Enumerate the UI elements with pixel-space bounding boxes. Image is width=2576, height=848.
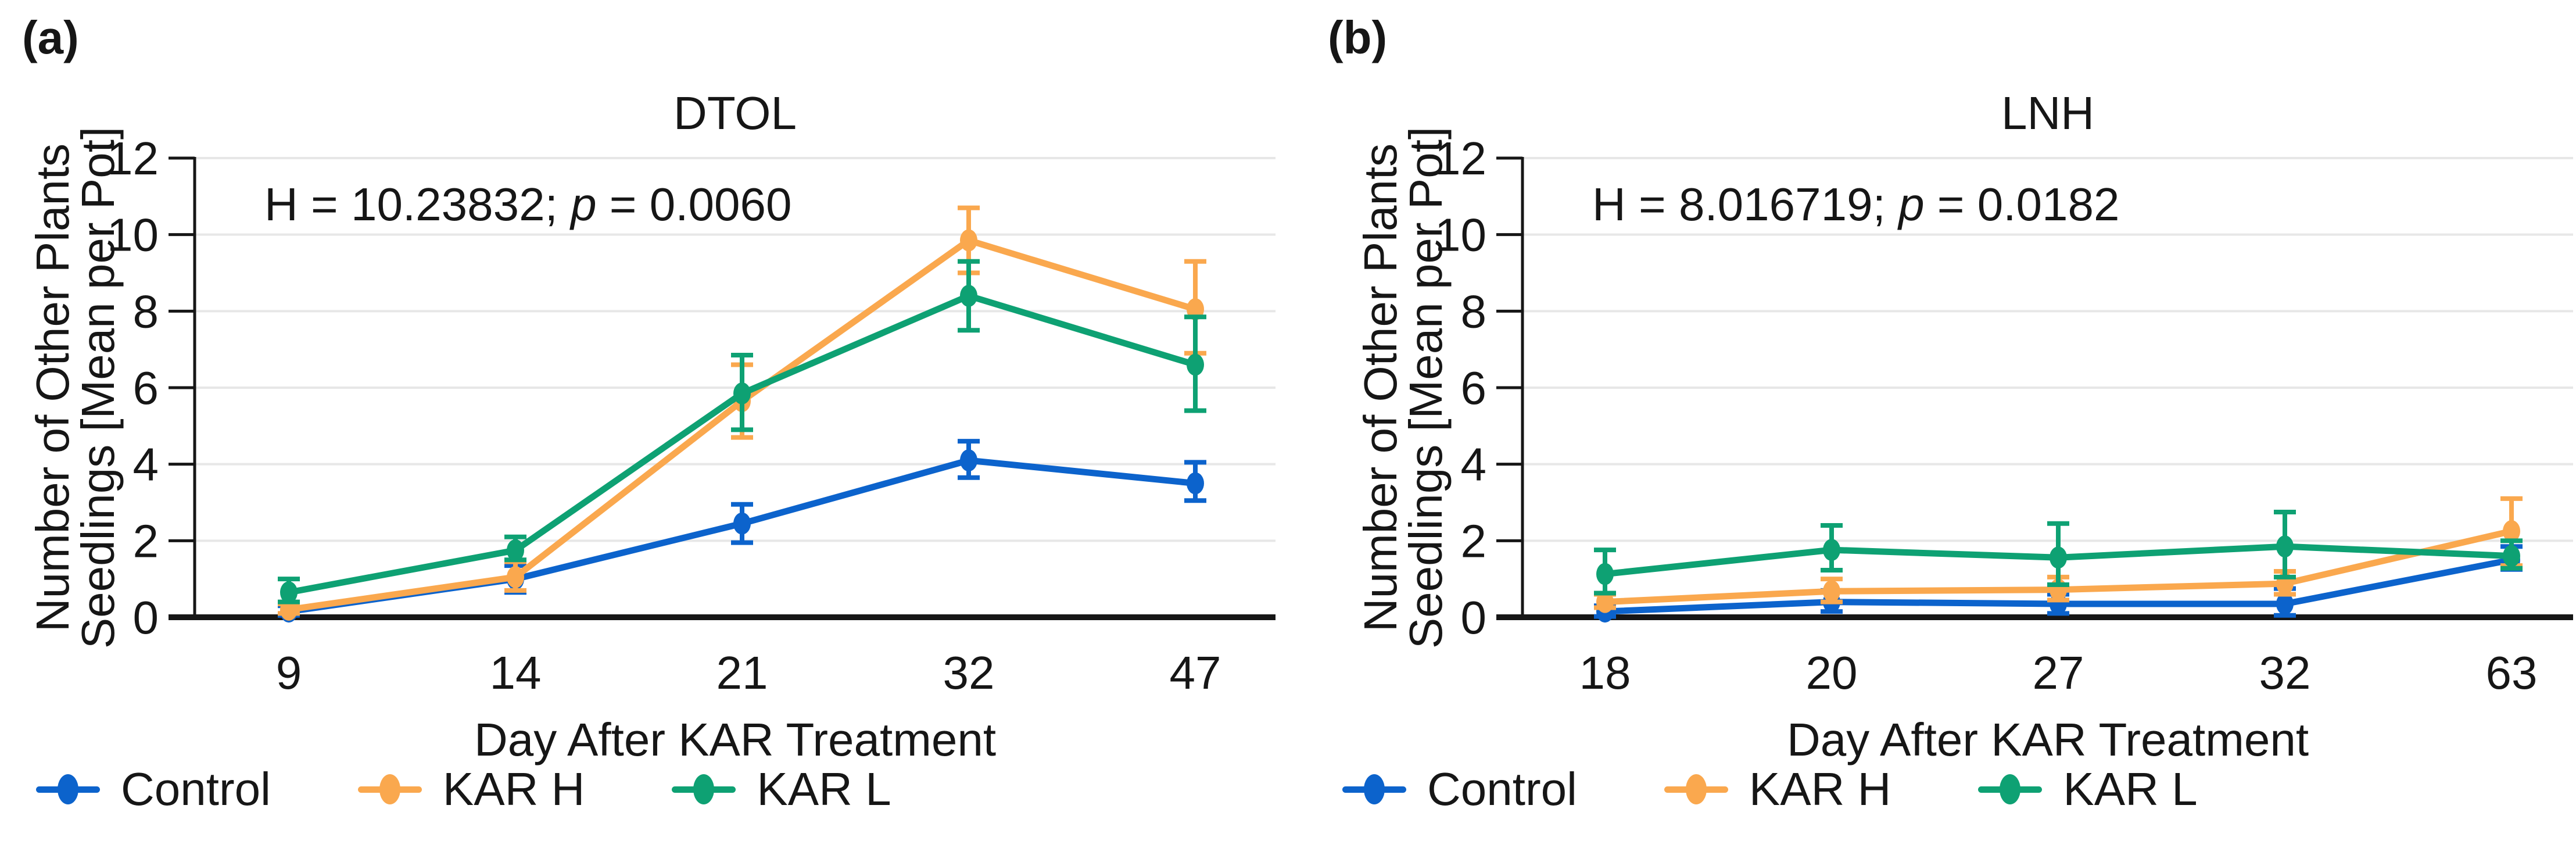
legend-label-kar-l: KAR L [757,763,891,815]
panel-a-series-control-point-21 [733,512,751,535]
panel-b-series-kar-l-point-63 [2503,545,2520,567]
annotation-p-italic: p [571,178,597,230]
panel-b-ytick-label-6: 6 [1461,362,1487,414]
legend-point-icon [58,774,78,804]
panel-b-series-control-point-32 [2276,592,2294,615]
panel-a-label: (a) [22,12,79,63]
legend-item-control: Control [1342,766,1577,813]
panel-a-series-kar-l-line [285,292,1199,596]
legend-marker-kar-h-icon [1664,772,1728,807]
panel-b-series-kar-h-point-20 [1823,580,1840,603]
panel-b-legend: Control KAR H KAR L [1342,761,2198,817]
annotation-text: H = 10.23832; [264,178,571,230]
panel-b-ytick-label-8: 8 [1461,285,1487,337]
panel-a-series-kar-h-point-32 [960,229,977,252]
legend-item-kar-l: KAR L [1978,763,2198,815]
panel-a-xtick-label-47: 47 [1170,647,1221,699]
panel-a-stats-annotation: H = 10.23832; p = 0.0060 [264,181,791,228]
legend-marker-control-icon [1342,772,1406,807]
panel-b-xtick-label-20: 20 [1806,647,1858,699]
legend-label-control: Control [1427,763,1577,815]
legend-point-icon [379,774,400,804]
panel-a-series-kar-h-point-14 [507,566,524,588]
panel-b-label: (b) [1328,12,1388,63]
panel-b-title: LNH [2001,87,2095,139]
panel-b-ytick-label-12: 12 [1435,133,1486,184]
panel-b-ytick-label-4: 4 [1461,439,1487,491]
panel-b-series-kar-l-point-18 [1596,563,1614,585]
panel-a-legend: Control KAR H KAR L [36,761,891,817]
panel-a-series-kar-l-point-21 [733,382,751,405]
legend-item-kar-l: KAR L [672,766,891,813]
legend-marker-kar-l-icon [1978,772,2043,807]
panel-a-ytick-label-4: 4 [133,439,159,491]
panel-a-ytick-label-10: 10 [107,209,159,261]
legend-item-control: Control [36,766,271,813]
panel-b-stats-annotation: H = 8.016719; p = 0.0182 [1592,181,2119,228]
legend-point-icon [693,774,715,804]
panel-b-xtick-label-18: 18 [1579,647,1631,699]
panel-b-series-kar-l-point-32 [2276,535,2294,558]
panel-a-xtick-label-32: 32 [943,647,995,699]
legend-point-icon [2000,774,2021,804]
panel-a-ytick-label-8: 8 [133,285,159,337]
panel-a-series-kar-l-point-47 [1187,353,1204,376]
legend-label-kar-h: KAR H [1749,763,1891,815]
legend-label-kar-h: KAR H [442,763,585,815]
panel-a-y-axis-title-line1: Number of Other Plants [27,144,78,632]
panel-a-xtick-label-14: 14 [490,647,542,699]
legend-label-kar-l: KAR L [2063,763,2198,815]
panel-a-ytick-label-12: 12 [107,133,159,184]
panel-b-x-axis-title: Day After KAR Treatment [1787,714,2309,765]
panel-a-series-kar-l-point-14 [507,539,524,561]
panel-a-xtick-label-9: 9 [276,647,302,699]
panel-a-ytick-label-6: 6 [133,362,159,414]
panel-a-series-control-point-47 [1187,472,1204,495]
panel-a-y-axis-title-line2: Seedlings [Mean per Pot] [72,127,124,649]
panel-a-series-kar-l-point-32 [960,285,977,307]
panel-a-x-axis-title: Day After KAR Treatment [474,714,996,765]
panel-b-ytick-label-0: 0 [1461,592,1487,643]
panel-a-ytick-label-0: 0 [133,592,159,643]
legend-item-kar-h: KAR H [357,763,585,815]
panel-a-series-kar-l-point-9 [280,581,298,604]
panel-b-series-kar-h-point-63 [2503,520,2520,542]
panel-b-series-kar-l-point-20 [1823,539,1840,561]
annotation-text: = 0.0060 [596,178,792,230]
annotation-p-italic: p [1898,178,1925,230]
panel-b-ytick-label-2: 2 [1461,515,1487,567]
panel-b-series-kar-h-point-18 [1596,591,1614,613]
panel-b-y-axis-title-line1: Number of Other Plants [1355,144,1406,632]
legend-point-icon [1364,774,1385,804]
legend-marker-kar-h-icon [357,772,422,807]
annotation-text: H = 8.016719; [1592,178,1899,230]
panel-a-ytick-label-2: 2 [133,515,159,567]
panel-b-series-kar-l-point-27 [2050,546,2067,569]
legend-item-kar-h: KAR H [1664,766,1891,813]
legend-marker-kar-l-icon [672,772,736,807]
legend-marker-control-icon [36,772,100,807]
panel-a-xtick-label-21: 21 [716,647,768,699]
panel-b-xtick-label-27: 27 [2033,647,2084,699]
panel-b-xtick-label-32: 32 [2259,647,2311,699]
panel-b-xtick-label-63: 63 [2486,647,2538,699]
panel-b-y-axis-title-line2: Seedlings [Mean per Pot] [1400,127,1452,649]
annotation-text: = 0.0182 [1924,178,2120,230]
panel-b-ytick-label-10: 10 [1435,209,1486,261]
panel-a-series-control-point-32 [960,449,977,472]
legend-label-control: Control [121,763,271,815]
panel-a-title: DTOL [673,87,797,139]
legend-point-icon [1685,774,1707,804]
